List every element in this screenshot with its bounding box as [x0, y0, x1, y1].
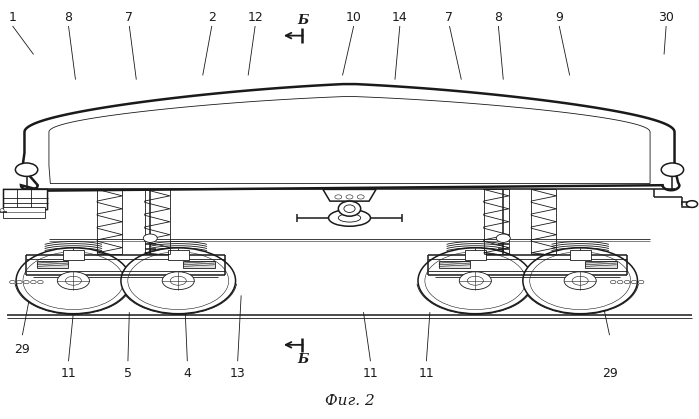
Ellipse shape — [638, 280, 644, 284]
Bar — [570, 250, 591, 259]
Ellipse shape — [329, 210, 370, 226]
Ellipse shape — [15, 163, 38, 176]
Polygon shape — [3, 189, 48, 214]
Ellipse shape — [143, 234, 157, 242]
Text: Б: Б — [298, 14, 309, 28]
Ellipse shape — [338, 201, 361, 216]
Bar — [183, 261, 215, 268]
Ellipse shape — [17, 280, 22, 284]
Ellipse shape — [496, 234, 510, 242]
Ellipse shape — [66, 276, 81, 285]
Text: 1: 1 — [8, 11, 17, 24]
Ellipse shape — [631, 280, 637, 284]
Text: 11: 11 — [363, 367, 378, 380]
Text: 8: 8 — [64, 11, 73, 24]
Text: 5: 5 — [124, 367, 132, 380]
Ellipse shape — [617, 280, 623, 284]
Text: 14: 14 — [392, 11, 408, 24]
Text: 7: 7 — [125, 11, 134, 24]
Ellipse shape — [523, 248, 637, 314]
Ellipse shape — [31, 280, 36, 284]
Bar — [585, 261, 617, 268]
Text: 10: 10 — [346, 11, 361, 24]
Ellipse shape — [16, 248, 131, 314]
Text: Фиг. 2: Фиг. 2 — [324, 394, 375, 409]
Polygon shape — [323, 189, 376, 201]
Text: 7: 7 — [445, 11, 454, 24]
Text: 12: 12 — [247, 11, 263, 24]
Ellipse shape — [459, 272, 491, 290]
Ellipse shape — [121, 248, 236, 314]
Ellipse shape — [564, 272, 596, 290]
Bar — [682, 202, 694, 207]
Ellipse shape — [344, 205, 355, 212]
Text: 2: 2 — [208, 11, 216, 24]
Text: 13: 13 — [230, 367, 245, 380]
Text: Б: Б — [298, 352, 309, 366]
Ellipse shape — [171, 276, 186, 285]
Ellipse shape — [0, 209, 4, 212]
Text: 29: 29 — [602, 367, 617, 380]
Ellipse shape — [10, 280, 15, 284]
Ellipse shape — [686, 201, 698, 207]
Text: 11: 11 — [419, 367, 434, 380]
Ellipse shape — [338, 214, 361, 222]
Ellipse shape — [357, 195, 364, 199]
Bar — [3, 207, 45, 218]
Bar — [465, 250, 486, 259]
Bar — [37, 261, 69, 268]
Bar — [168, 250, 189, 259]
Ellipse shape — [572, 276, 588, 285]
Ellipse shape — [624, 280, 630, 284]
Text: 30: 30 — [658, 11, 674, 24]
Ellipse shape — [418, 248, 533, 314]
Text: 9: 9 — [555, 11, 563, 24]
Ellipse shape — [38, 280, 43, 284]
Ellipse shape — [346, 195, 353, 199]
Ellipse shape — [610, 280, 616, 284]
Bar — [439, 261, 470, 268]
Text: 4: 4 — [183, 367, 192, 380]
Text: 11: 11 — [61, 367, 76, 380]
Text: 29: 29 — [15, 343, 30, 357]
Ellipse shape — [162, 272, 194, 290]
Ellipse shape — [335, 195, 342, 199]
Ellipse shape — [57, 272, 89, 290]
Ellipse shape — [468, 276, 483, 285]
Bar — [63, 250, 84, 259]
Ellipse shape — [661, 163, 684, 176]
Text: 8: 8 — [494, 11, 503, 24]
Ellipse shape — [24, 280, 29, 284]
Polygon shape — [21, 84, 679, 191]
